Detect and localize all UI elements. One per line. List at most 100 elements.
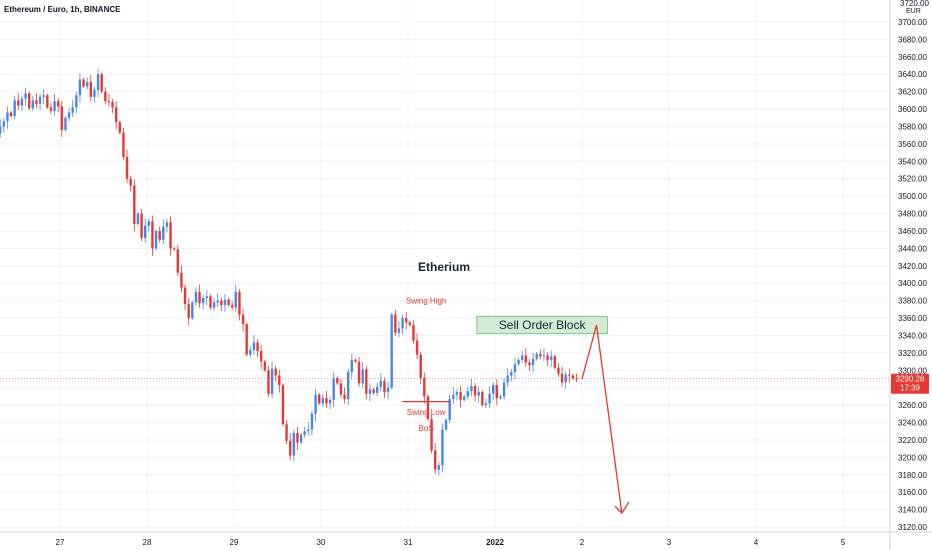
candle-body [245, 324, 248, 355]
candle-body [423, 378, 426, 397]
candle-body [183, 287, 187, 305]
candle-body [107, 101, 111, 103]
candle-body [118, 122, 122, 133]
candle-body [397, 328, 401, 333]
candle-body [560, 373, 564, 383]
candle-body [437, 465, 441, 470]
bar-countdown: 17:39 [900, 384, 921, 393]
candle-body [35, 100, 38, 104]
candle-body [470, 385, 473, 392]
candle-body [67, 112, 71, 118]
candle-body [198, 291, 201, 304]
candle-body [361, 369, 364, 384]
candle-body [386, 387, 390, 393]
candle-body [481, 392, 484, 406]
candle-body [82, 79, 85, 87]
projection-arrowhead [614, 501, 630, 515]
candle-body [564, 374, 567, 383]
candle-body [549, 356, 553, 360]
candle-body [296, 432, 299, 443]
candle-body [317, 394, 321, 404]
currency-label[interactable]: EUR [906, 8, 921, 15]
candle-body [2, 121, 6, 127]
candle-body [462, 396, 466, 400]
candle-body [205, 296, 209, 299]
candle-body [85, 82, 89, 87]
time-tick-label: 30 [317, 538, 326, 547]
candle-body [27, 93, 31, 109]
candle-body [140, 213, 143, 238]
candle-body [100, 74, 103, 92]
projection-path [581, 324, 623, 514]
candle-body [484, 403, 488, 406]
candle-body [151, 221, 154, 249]
candle-body [162, 226, 165, 240]
candle-body [520, 355, 524, 360]
candle-body [328, 399, 332, 404]
sell-order-block-zone[interactable]: Sell Order Block [476, 315, 608, 335]
candle-body [281, 385, 285, 425]
candle-body [49, 107, 53, 111]
candle-body [531, 358, 535, 366]
price-tick-label: 3460.00 [898, 227, 927, 236]
candle-body [524, 355, 528, 363]
candle-body [270, 368, 274, 394]
candle-body [491, 385, 495, 394]
price-tick-label: 3400.00 [898, 279, 927, 288]
price-tick-label: 3660.00 [898, 53, 927, 62]
candle-body [390, 314, 393, 388]
candle-body [180, 272, 183, 288]
candle-body [288, 440, 292, 456]
candle-body [430, 419, 433, 451]
candle-body [433, 450, 437, 470]
candle-body [321, 398, 325, 404]
candle-body [42, 95, 45, 97]
candle-body [336, 378, 339, 384]
time-scale[interactable]: 27 28 29 30 31 2022 2 3 4 5 [56, 538, 846, 547]
candle-body [332, 378, 335, 400]
last-price-value: 3290.28 [896, 375, 925, 384]
price-tick-label: 3500.00 [898, 192, 927, 201]
candle-body [401, 318, 404, 329]
candle-body [6, 112, 9, 122]
candle-body [56, 101, 60, 107]
candle-body [568, 374, 571, 376]
price-tick-label: 3300.00 [898, 366, 927, 375]
candle-body [455, 392, 459, 395]
price-tick-label: 3240.00 [898, 419, 927, 428]
candle-body [169, 222, 172, 249]
candle-body [426, 396, 430, 420]
candle-body [165, 222, 169, 227]
price-tick-label: 3120.00 [898, 523, 927, 532]
price-tick-label: 3160.00 [898, 488, 927, 497]
time-tick-label: 5 [841, 538, 846, 547]
candle-body [89, 82, 93, 97]
candle-body [477, 392, 480, 396]
candle-body [292, 432, 296, 456]
candle-body [314, 394, 317, 414]
price-tick-label: 3320.00 [898, 349, 927, 358]
candle-body [241, 314, 245, 325]
candle-body [114, 107, 118, 123]
price-tick-label: 3440.00 [898, 244, 927, 253]
candle-body [546, 355, 549, 360]
candle-body [571, 375, 575, 379]
candle-body [53, 101, 56, 111]
price-axis-panel [890, 0, 932, 550]
time-tick-label: 2022 [486, 538, 504, 547]
candle-body [513, 364, 517, 373]
price-tick-label: 3200.00 [898, 453, 927, 462]
candle-body [20, 98, 24, 106]
sell-order-block-label: Sell Order Block [499, 318, 587, 332]
candle-body [176, 249, 180, 273]
candle-body [473, 385, 477, 396]
symbol-label[interactable]: Ethereum / Euro, 1h, BINANCE [4, 5, 121, 14]
candle-body [307, 429, 310, 432]
candle-body [9, 112, 13, 117]
candle-body [238, 291, 241, 315]
candle-body [38, 96, 42, 104]
candle-body [154, 230, 158, 249]
candle-body [303, 431, 306, 435]
candle-body [274, 368, 277, 376]
